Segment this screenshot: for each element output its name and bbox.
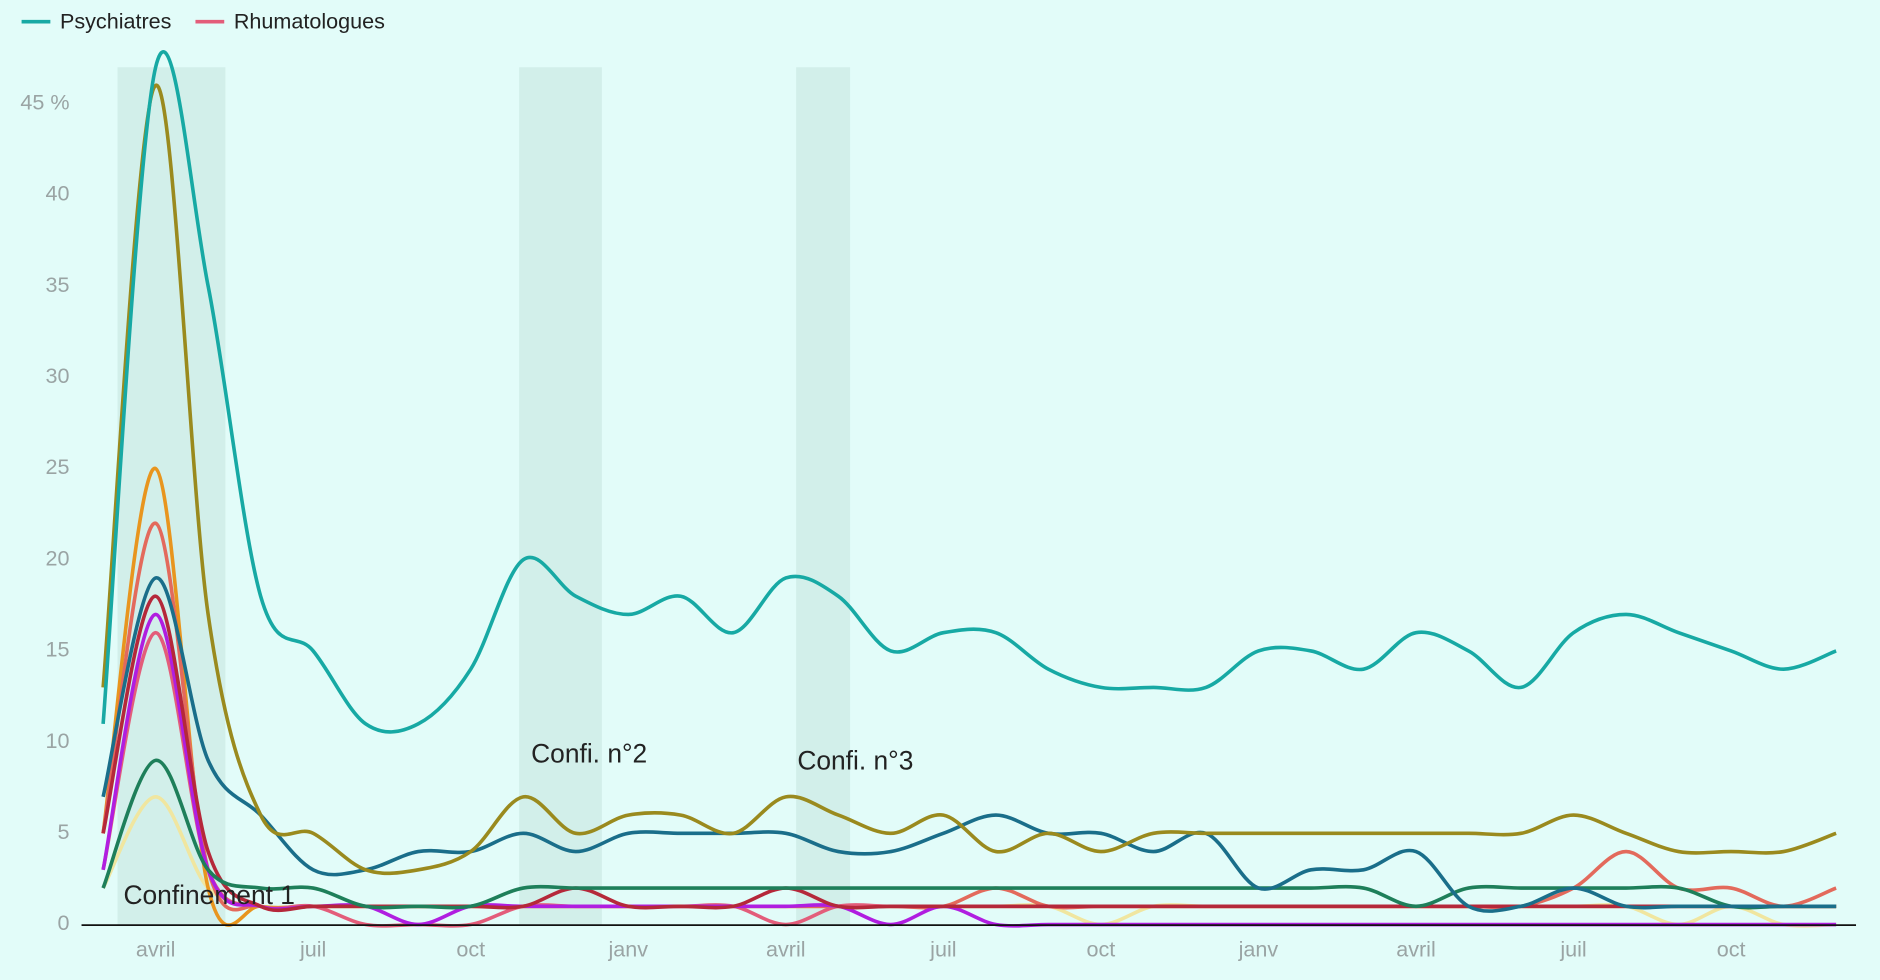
y-tick-label: 35	[46, 272, 70, 297]
series-line	[101, 466, 1837, 927]
x-tick-label: oct	[456, 937, 485, 962]
y-tick-label: 30	[46, 363, 70, 388]
lockdown-band	[796, 67, 851, 925]
series-line	[101, 758, 1837, 910]
y-tick-label: 15	[46, 637, 70, 662]
x-tick-label: oct	[1087, 937, 1116, 962]
y-tick-label: 20	[46, 545, 70, 570]
x-tick-label: avril	[1396, 937, 1436, 962]
series-line	[101, 630, 1837, 928]
lines	[101, 49, 1837, 928]
x-tick-label: avril	[136, 937, 176, 962]
x-tick-label: juil	[929, 937, 956, 962]
y-tick-label: 5	[58, 819, 70, 844]
x-tick-label: juil	[1559, 937, 1586, 962]
y-tick-label: 10	[46, 728, 70, 753]
x-tick-label: janv	[1238, 937, 1279, 962]
series-line	[101, 49, 1837, 734]
x-tick-label: avril	[766, 937, 806, 962]
x-tick-label: juil	[299, 937, 326, 962]
series-line	[101, 612, 1837, 928]
series-line	[101, 576, 1837, 913]
series-line	[101, 594, 1837, 913]
x-tick-label: janv	[607, 937, 648, 962]
y-tick-label: 0	[58, 910, 70, 935]
x-tick-label: oct	[1717, 937, 1746, 962]
y-tick-label: 40	[46, 181, 70, 206]
legend-label: Rhumatologues	[234, 9, 385, 34]
annotation: Confi. n°2	[531, 738, 647, 768]
legend-label: Psychiatres	[60, 9, 172, 34]
annotation: Confinement 1	[123, 880, 294, 910]
lockdown-band	[519, 67, 602, 925]
series-line	[101, 521, 1837, 912]
y-tick-label: 45 %	[20, 89, 69, 114]
y-tick-label: 25	[46, 454, 70, 479]
annotation: Confi. n°3	[797, 746, 913, 776]
series-line	[101, 83, 1837, 876]
